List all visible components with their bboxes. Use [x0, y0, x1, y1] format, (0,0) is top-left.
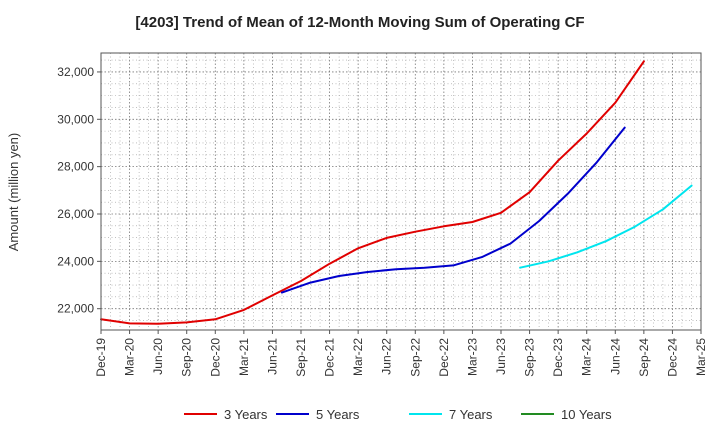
- series-line-5-years: [280, 126, 626, 294]
- legend: 3 Years 5 Years 7 Years 10 Years: [184, 407, 612, 422]
- y-tick-label: 30,000: [57, 112, 94, 126]
- y-axis: 22,000 24,000 26,000 28,000 30,000 32,000: [57, 65, 101, 316]
- x-tick-label: Sep-23: [523, 338, 537, 377]
- x-tick-label: Sep-22: [408, 338, 422, 377]
- y-tick-label: 32,000: [57, 65, 94, 79]
- plot-frame: [100, 52, 702, 331]
- x-tick-label: Dec-21: [323, 338, 337, 377]
- y-tick-label: 28,000: [57, 160, 94, 174]
- x-tick-label: Sep-24: [637, 338, 651, 377]
- legend-label: 7 Years: [449, 407, 493, 422]
- gridlines: [100, 53, 702, 330]
- x-tick-label: Mar-23: [465, 338, 479, 376]
- x-tick-label: Dec-19: [94, 338, 108, 377]
- y-tick-label: 22,000: [57, 302, 94, 316]
- x-tick-label: Mar-21: [237, 338, 251, 376]
- x-tick-label: Dec-24: [665, 338, 679, 377]
- x-tick-label: Jun-23: [494, 338, 508, 375]
- x-tick-label: Mar-20: [123, 338, 137, 376]
- series-lines: [100, 60, 693, 325]
- series-line-3-years: [100, 60, 645, 325]
- legend-label: 5 Years: [316, 407, 360, 422]
- series-line-7-years: [519, 184, 693, 269]
- x-tick-label: Dec-20: [208, 338, 222, 377]
- x-tick-label: Jun-21: [265, 338, 279, 375]
- x-tick-label: Jun-22: [380, 338, 394, 375]
- y-axis-label: Amount (million yen): [6, 133, 21, 252]
- legend-label: 10 Years: [561, 407, 612, 422]
- x-tick-label: Dec-23: [551, 338, 565, 377]
- y-tick-label: 24,000: [57, 254, 94, 268]
- x-tick-label: Mar-22: [351, 338, 365, 376]
- legend-label: 3 Years: [224, 407, 268, 422]
- x-tick-label: Jun-24: [608, 338, 622, 375]
- x-axis: Dec-19 Mar-20 Jun-20 Sep-20 Dec-20 Mar-21 Jun-…: [94, 330, 708, 377]
- x-tick-label: Mar-25: [694, 338, 708, 376]
- x-tick-label: Sep-21: [294, 338, 308, 377]
- x-tick-label: Mar-24: [580, 338, 594, 376]
- x-tick-label: Sep-20: [180, 338, 194, 377]
- chart-title: [4203] Trend of Mean of 12-Month Moving …: [135, 14, 584, 31]
- x-tick-label: Dec-22: [437, 338, 451, 377]
- x-tick-label: Jun-20: [151, 338, 165, 375]
- y-tick-label: 26,000: [57, 207, 94, 221]
